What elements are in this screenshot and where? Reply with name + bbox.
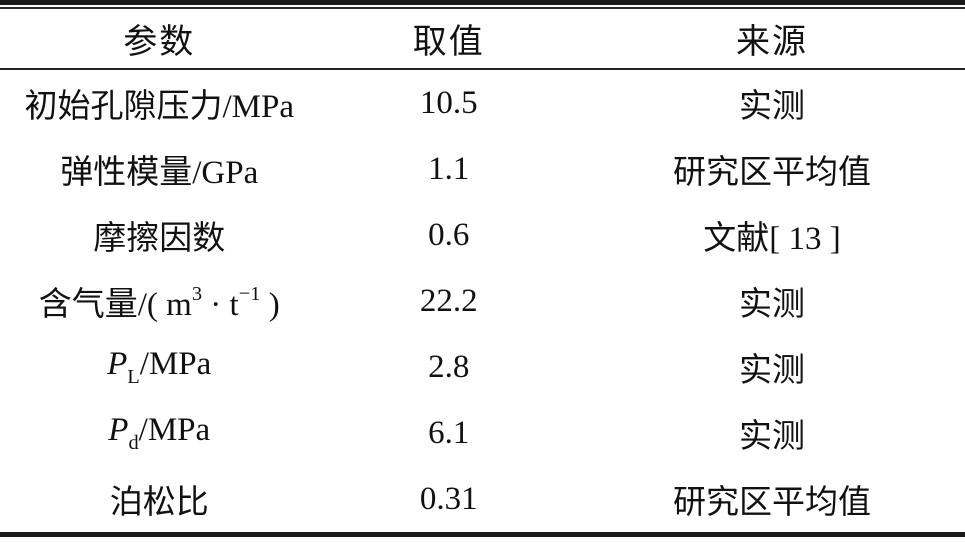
source-cell: 实测 bbox=[738, 419, 805, 455]
table-row: 含气量/( m3 · t−1 ) 22.2 实测 bbox=[0, 268, 965, 334]
table-row: PL/MPa 2.8 实测 bbox=[0, 334, 965, 400]
column-header-parameter: 参数 bbox=[0, 9, 319, 70]
source-cell: 文献[ 13 ] bbox=[703, 221, 841, 257]
source-cell: 实测 bbox=[738, 353, 805, 389]
parameter-cell: 泊松比 bbox=[109, 485, 209, 521]
source-cell: 实测 bbox=[738, 287, 805, 323]
parameter-cell: 弹性模量/GPa bbox=[60, 155, 259, 191]
parameter-cell: 含气量/( m3 · t−1 ) bbox=[38, 282, 280, 323]
source-cell: 实测 bbox=[738, 89, 805, 125]
table-bottom-thick-rule bbox=[0, 532, 965, 537]
table-row: 摩擦因数 0.6 文献[ 13 ] bbox=[0, 202, 965, 268]
parameter-cell: PL/MPa bbox=[107, 346, 212, 388]
table-header: 参数 取值 来源 bbox=[0, 9, 965, 70]
table-row: 泊松比 0.31 研究区平均值 bbox=[0, 466, 965, 532]
parameter-cell: 摩擦因数 bbox=[93, 221, 226, 257]
table-row: 初始孔隙压力/MPa 10.5 实测 bbox=[0, 69, 965, 136]
value-cell: 0.6 bbox=[428, 216, 470, 253]
source-cell: 研究区平均值 bbox=[672, 485, 871, 521]
value-cell: 0.31 bbox=[419, 480, 478, 517]
source-cell: 研究区平均值 bbox=[672, 155, 871, 191]
table-body: 初始孔隙压力/MPa 10.5 实测 弹性模量/GPa 1.1 研究区平均值 摩… bbox=[0, 69, 965, 532]
table-row: 弹性模量/GPa 1.1 研究区平均值 bbox=[0, 136, 965, 202]
table-top-thick-rule bbox=[0, 0, 965, 5]
column-header-value: 取值 bbox=[318, 9, 579, 70]
value-cell: 1.1 bbox=[428, 150, 470, 187]
header-row: 参数 取值 来源 bbox=[0, 9, 965, 70]
value-cell: 22.2 bbox=[419, 282, 478, 319]
table-top-thin-rule bbox=[0, 7, 965, 9]
parameter-cell: Pd/MPa bbox=[108, 412, 211, 454]
parameters-table: 参数 取值 来源 初始孔隙压力/MPa 10.5 实测 弹性模量/GPa 1.1… bbox=[0, 9, 965, 532]
value-cell: 10.5 bbox=[419, 84, 478, 121]
column-header-source: 来源 bbox=[578, 9, 965, 70]
value-cell: 2.8 bbox=[428, 348, 470, 385]
parameter-cell: 初始孔隙压力/MPa bbox=[24, 89, 294, 125]
value-cell: 6.1 bbox=[428, 414, 470, 451]
table-row: Pd/MPa 6.1 实测 bbox=[0, 400, 965, 466]
